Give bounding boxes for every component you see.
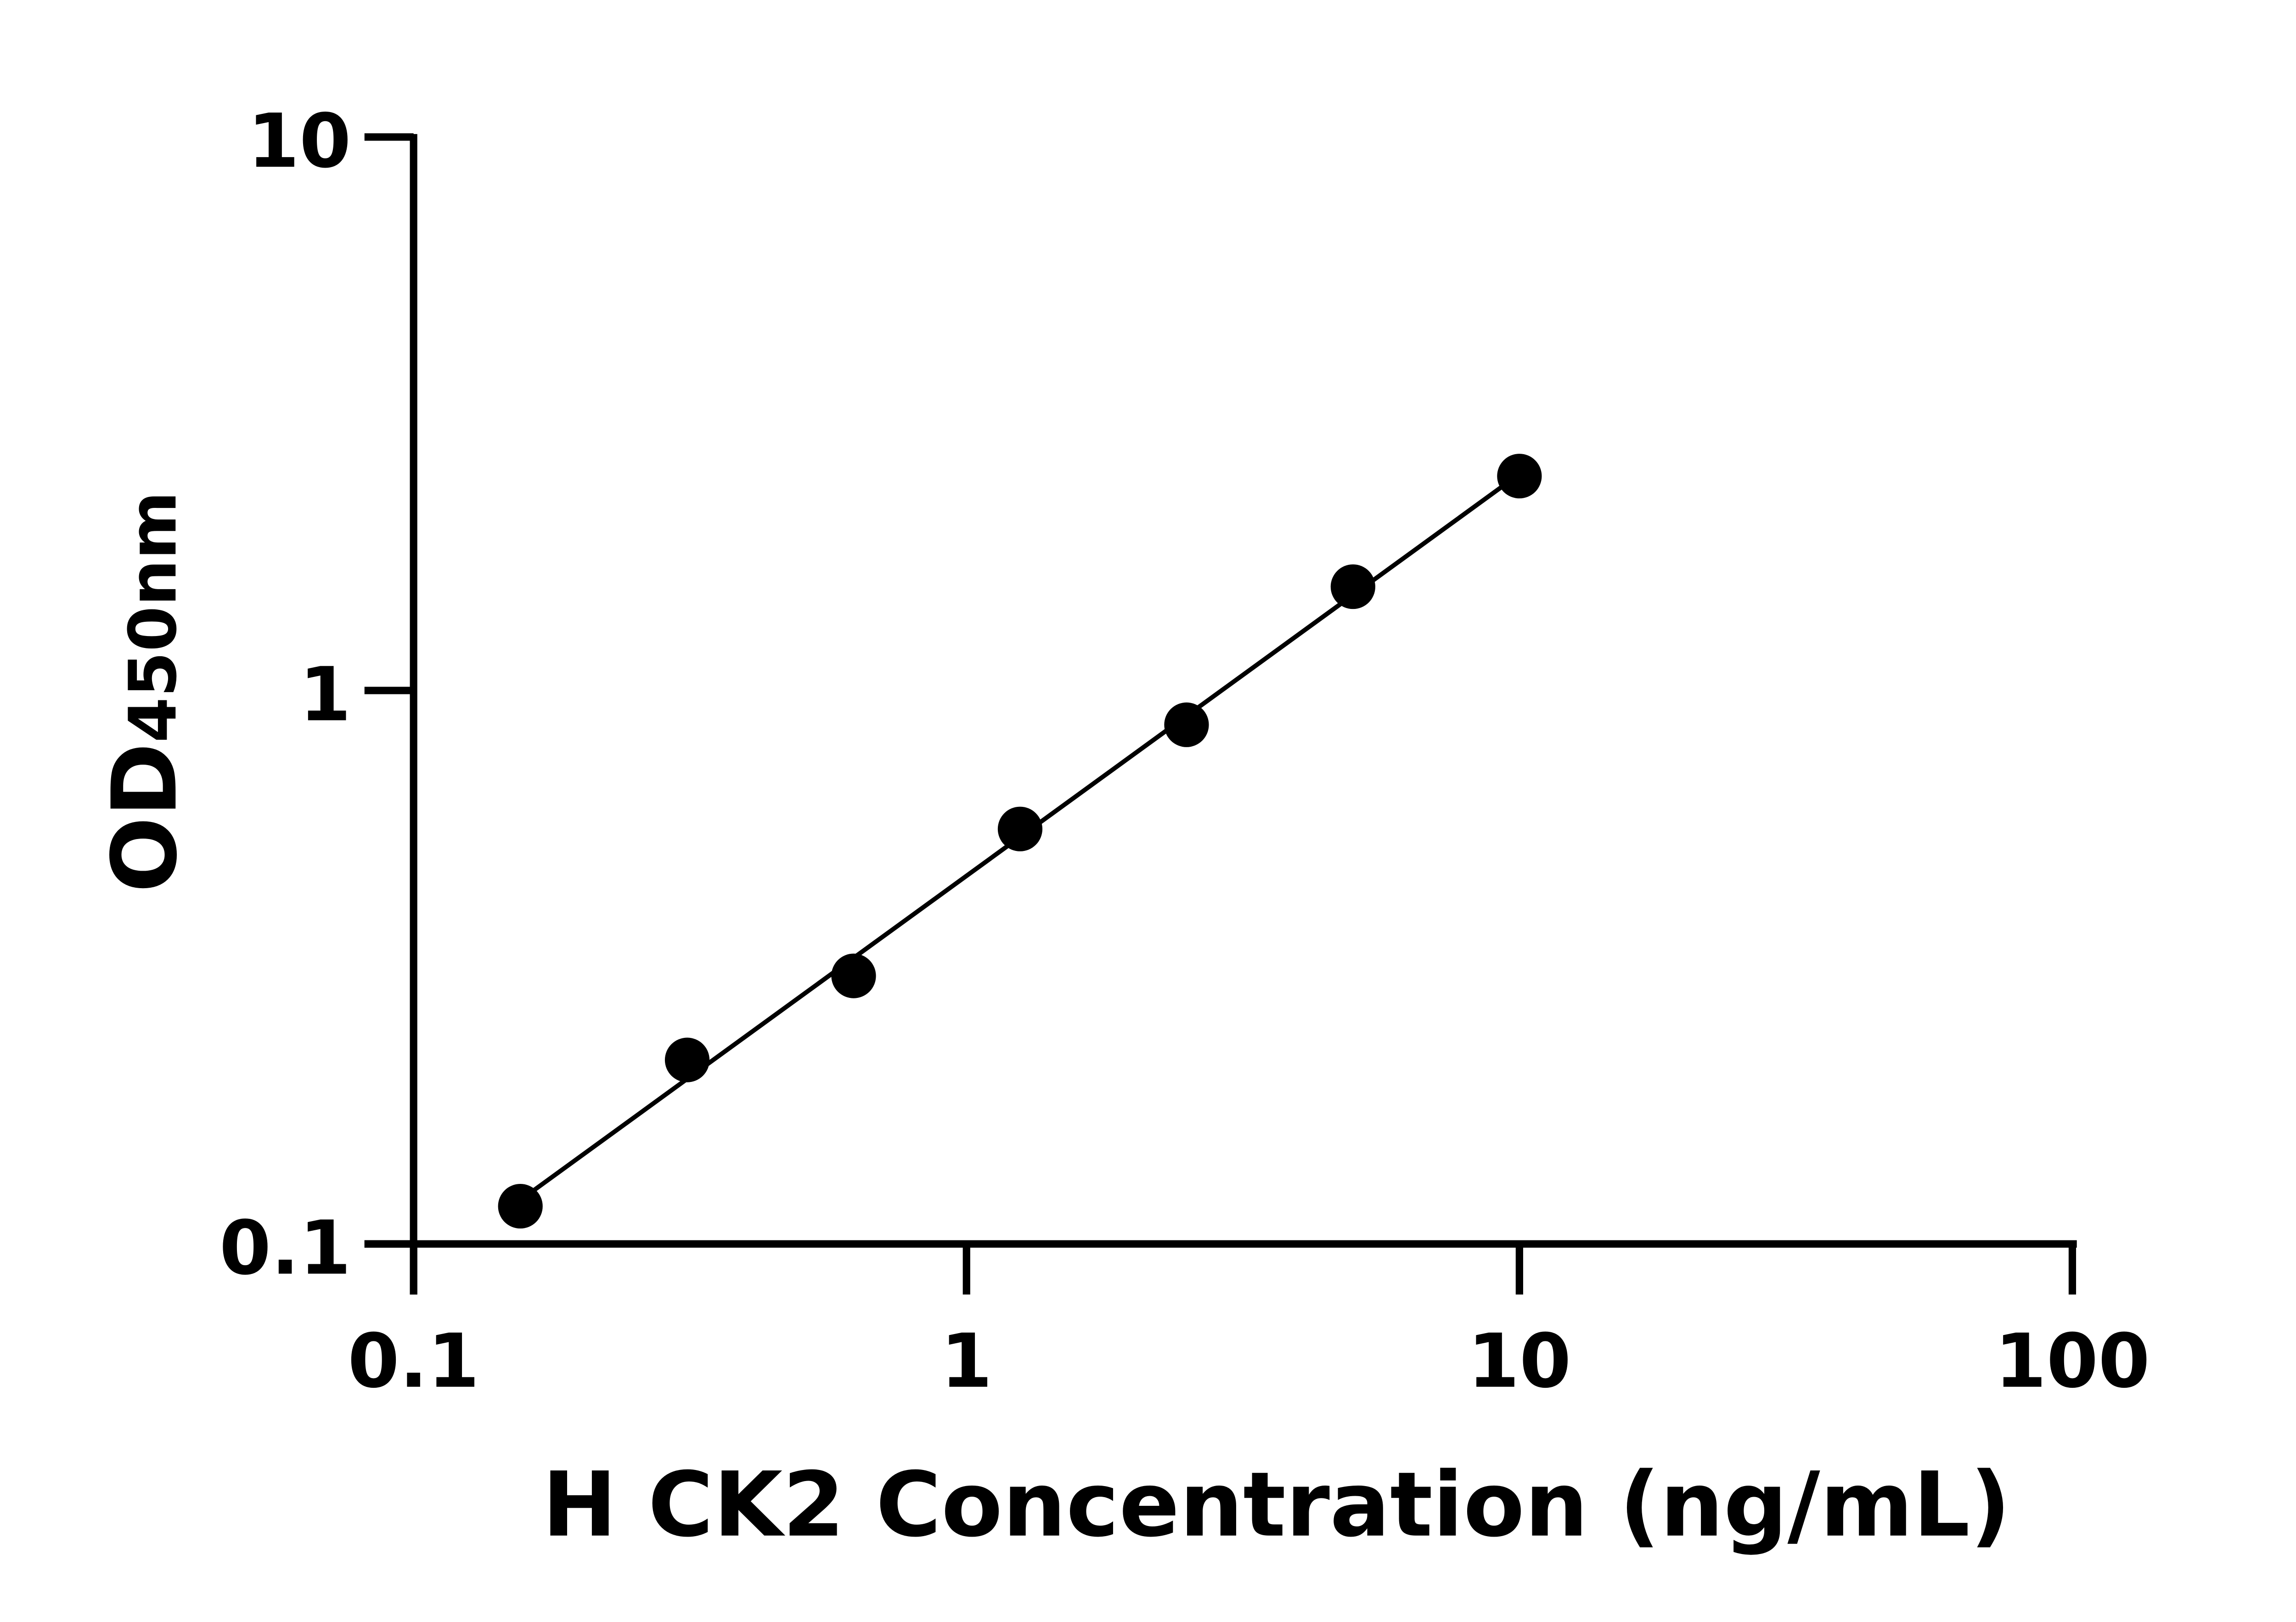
axes <box>364 134 2077 1295</box>
y-tick-label: 10 <box>248 98 351 185</box>
data-point <box>498 1183 543 1229</box>
y-label-sub: 450 <box>115 606 191 743</box>
data-point <box>831 953 876 998</box>
y-tick-label: 1 <box>299 652 351 738</box>
x-axis-label: H CK2 Concentration (ng/mL) <box>542 1453 2011 1557</box>
x-tick-label: 100 <box>1995 1318 2150 1405</box>
data-point <box>997 806 1043 851</box>
data-point <box>1164 702 1209 747</box>
y-tick-label: 0.1 <box>219 1205 351 1292</box>
y-label-main: OD <box>93 743 197 893</box>
x-tick-label: 10 <box>1468 1318 1571 1405</box>
data-point <box>1497 454 1542 499</box>
x-tick-label: 1 <box>940 1318 992 1405</box>
y-label-unit: nm <box>115 491 191 606</box>
y-axis-label: OD450nm <box>93 491 197 893</box>
data-point <box>664 1037 710 1082</box>
data-point <box>1330 564 1375 609</box>
x-tick-label: 0.1 <box>348 1318 479 1405</box>
